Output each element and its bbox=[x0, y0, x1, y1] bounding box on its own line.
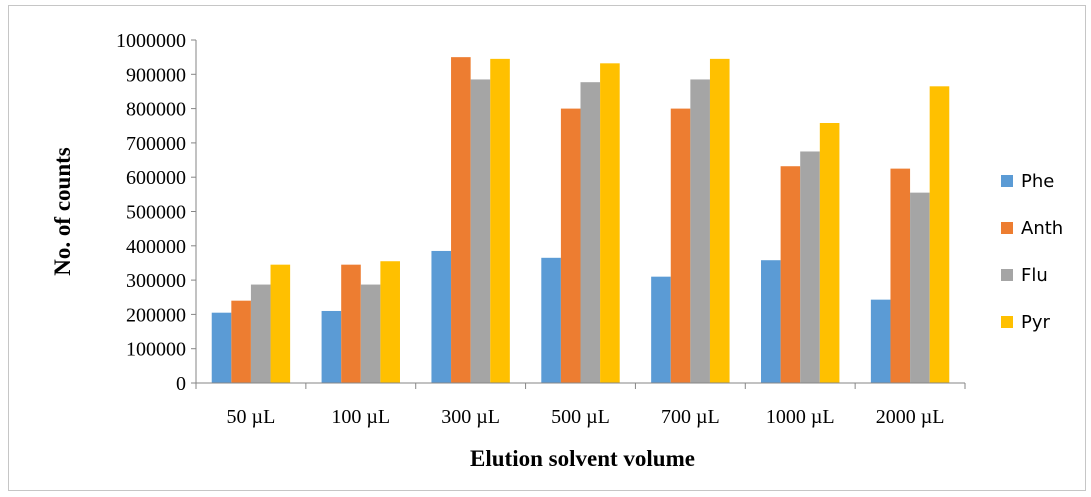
bar-series bbox=[211, 57, 950, 384]
y-axis-title: No. of counts bbox=[50, 147, 75, 275]
bar-pyr bbox=[819, 123, 840, 384]
bar-anth bbox=[231, 300, 251, 383]
legend-label-phe: Phe bbox=[1021, 171, 1054, 192]
y-tick-label: 500000 bbox=[126, 202, 186, 224]
legend-swatch-anth bbox=[1001, 222, 1013, 234]
legend-label-anth: Anth bbox=[1021, 218, 1063, 239]
bar-flu bbox=[690, 79, 710, 383]
bar-anth bbox=[341, 264, 361, 383]
legend: Phe Anth Flu Pyr bbox=[1001, 171, 1063, 333]
y-axis-tick-labels: 0 100000 200000 300000 400000 500000 600000 700… bbox=[116, 30, 196, 395]
y-tick-label: 700000 bbox=[126, 133, 186, 155]
bar-anth bbox=[780, 166, 801, 383]
bar-anth bbox=[560, 108, 581, 383]
x-tick-label: 1000 µL bbox=[766, 406, 835, 428]
y-tick-label: 800000 bbox=[126, 99, 186, 121]
y-tick-label: 900000 bbox=[126, 64, 186, 86]
bar-flu bbox=[910, 192, 930, 383]
bar-flu bbox=[360, 284, 381, 383]
bar-anth bbox=[451, 57, 471, 384]
bar-anth bbox=[670, 108, 691, 383]
bar-phe bbox=[761, 260, 781, 383]
bar-pyr bbox=[929, 86, 950, 384]
y-tick-label: 600000 bbox=[126, 167, 186, 189]
x-tick-label: 500 µL bbox=[551, 406, 610, 428]
legend-swatch-pyr bbox=[1001, 316, 1013, 328]
x-tick-label: 2000 µL bbox=[876, 406, 945, 428]
bar-phe bbox=[321, 310, 342, 383]
y-tick-label: 200000 bbox=[126, 304, 186, 326]
bar-anth bbox=[890, 168, 911, 383]
bar-phe bbox=[870, 299, 891, 383]
bar-phe bbox=[651, 276, 671, 383]
x-tick-label: 700 µL bbox=[661, 406, 720, 428]
bar-phe bbox=[541, 257, 561, 383]
legend-swatch-phe bbox=[1001, 175, 1013, 187]
y-tick-label: 100000 bbox=[126, 339, 186, 361]
y-tick-label: 0 bbox=[176, 373, 186, 395]
bar-flu bbox=[250, 284, 271, 383]
bar-pyr bbox=[490, 58, 510, 384]
x-tick-label: 100 µL bbox=[331, 406, 390, 428]
bar-phe bbox=[211, 312, 232, 383]
x-axis-title: Elution solvent volume bbox=[470, 446, 695, 471]
bar-pyr bbox=[270, 264, 291, 383]
bar-flu bbox=[580, 82, 601, 384]
legend-label-flu: Flu bbox=[1021, 265, 1048, 286]
legend-swatch-flu bbox=[1001, 269, 1013, 281]
legend-label-pyr: Pyr bbox=[1021, 312, 1051, 333]
y-tick-label: 300000 bbox=[126, 270, 186, 292]
bar-flu bbox=[470, 79, 491, 383]
y-tick-label: 1000000 bbox=[116, 30, 186, 52]
bar-pyr bbox=[709, 58, 730, 384]
bar-phe bbox=[431, 250, 452, 383]
x-tick-label: 50 µL bbox=[227, 406, 276, 428]
x-axis-tick-labels: 50 µL 100 µL 300 µL 500 µL 700 µL 1000 µL 2000… bbox=[195, 383, 966, 428]
bar-pyr bbox=[600, 63, 620, 383]
bar-pyr bbox=[380, 261, 400, 383]
x-tick-label: 300 µL bbox=[441, 406, 500, 428]
y-tick-label: 400000 bbox=[126, 236, 186, 258]
bar-flu bbox=[800, 151, 820, 383]
